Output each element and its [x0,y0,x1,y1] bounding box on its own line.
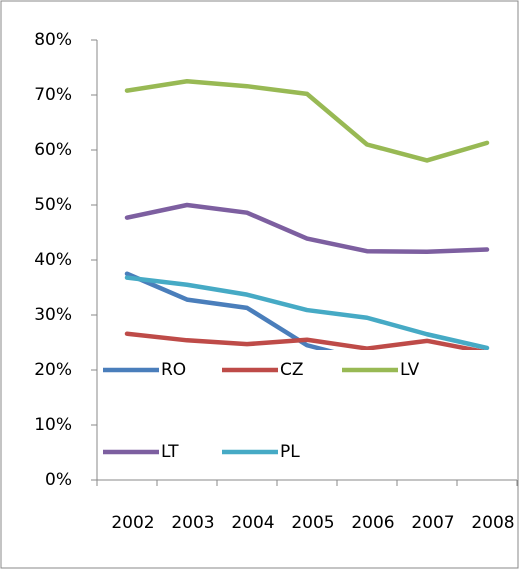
y-tick-label: 20% [34,360,72,380]
x-tick-label: 2008 [471,513,514,533]
y-tick-label: 70% [34,85,72,105]
y-tick-label: 10% [34,415,72,435]
y-tick-label: 30% [34,305,72,325]
legend-label: RO [161,360,186,380]
legend-label: CZ [280,360,304,380]
y-tick-label: 80% [34,30,72,50]
series-line [124,79,490,163]
legend-box [99,350,513,470]
y-tick-label: 0% [45,470,72,490]
series-line [124,331,490,355]
legend-label: PL [280,442,300,462]
legend-label: LV [400,360,420,380]
x-tick-label: 2002 [111,513,154,533]
y-tick-label: 60% [34,140,72,160]
series-line [124,202,490,254]
x-tick-label: 2005 [291,513,334,533]
y-tick-label: 40% [34,250,72,270]
x-tick-label: 2003 [171,513,214,533]
chart-frame [0,0,519,569]
x-tick-label: 2004 [231,513,274,533]
x-tick-label: 2006 [351,513,394,533]
y-tick-label: 50% [34,195,72,215]
x-tick-label: 2007 [411,513,454,533]
series-line [124,275,490,351]
legend-label: LT [161,442,179,462]
